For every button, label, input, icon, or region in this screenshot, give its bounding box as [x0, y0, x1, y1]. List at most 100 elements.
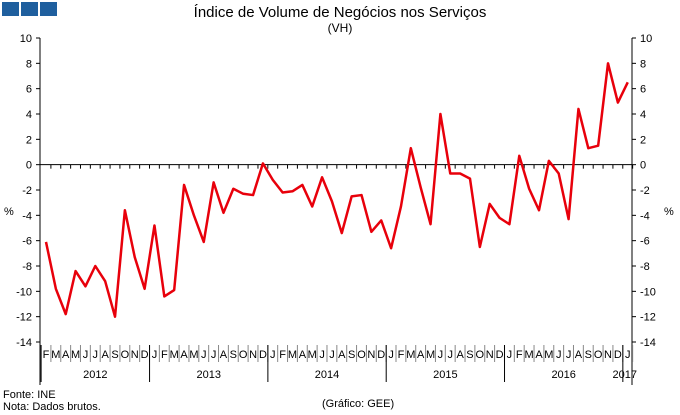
month-label: M [170, 349, 179, 361]
month-label: F [161, 349, 168, 361]
y-tick-label: -12 [16, 312, 32, 324]
y-tick-label: -6 [22, 236, 32, 248]
y-tick-label: -2 [22, 185, 32, 197]
month-label: A [417, 349, 425, 361]
month-label: J [152, 349, 158, 361]
year-label: 2017 [612, 369, 636, 381]
month-label: O [239, 349, 248, 361]
year-label: 2016 [551, 369, 575, 381]
y-tick-label: 2 [26, 134, 32, 146]
y-tick-label: -6 [640, 236, 650, 248]
month-label: M [288, 349, 297, 361]
month-label: F [516, 349, 523, 361]
year-label: 2015 [433, 369, 457, 381]
y-tick-label: -8 [640, 261, 650, 273]
month-label: N [367, 349, 375, 361]
month-label: O [121, 349, 130, 361]
month-label: J [566, 349, 572, 361]
month-label: S [230, 349, 237, 361]
month-label: J [438, 349, 444, 361]
month-label: O [594, 349, 603, 361]
month-label: D [259, 349, 267, 361]
y-tick-label: 6 [26, 84, 32, 96]
month-label: S [111, 349, 118, 361]
month-label: J [625, 349, 631, 361]
y-tick-label: 10 [20, 33, 32, 45]
y-tick-label: -12 [640, 312, 656, 324]
y-axis-label-right: % [664, 206, 674, 218]
month-label: F [279, 349, 286, 361]
month-label: D [141, 349, 149, 361]
month-label: A [62, 349, 70, 361]
series-line [44, 62, 629, 318]
y-tick-label: -4 [22, 210, 32, 222]
month-label: M [426, 349, 435, 361]
month-label: N [249, 349, 257, 361]
y-tick-label: 0 [26, 160, 32, 172]
y-tick-label: 8 [640, 58, 646, 70]
y-tick-label: -14 [16, 337, 32, 349]
month-label: D [377, 349, 385, 361]
month-label: S [348, 349, 355, 361]
month-label: M [525, 349, 534, 361]
source-note: Fonte: INE [3, 389, 56, 401]
y-tick-label: -8 [22, 261, 32, 273]
month-label: M [51, 349, 60, 361]
y-tick-label: 6 [640, 84, 646, 96]
month-label: F [43, 349, 50, 361]
y-axis-label-left: % [4, 206, 14, 218]
month-label: J [83, 349, 89, 361]
month-label: M [406, 349, 415, 361]
y-tick-label: 4 [640, 109, 646, 121]
month-label: J [211, 349, 217, 361]
year-label: 2014 [315, 369, 339, 381]
month-label: A [101, 349, 109, 361]
logo-block [2, 2, 19, 16]
month-label: J [507, 349, 513, 361]
chart-subtitle: (VH) [327, 21, 353, 35]
y-tick-label: 4 [26, 109, 32, 121]
month-label: J [270, 349, 276, 361]
y-tick-label: -14 [640, 337, 656, 349]
chart-title: Índice de Volume de Negócios nos Serviço… [193, 4, 487, 21]
month-label: J [556, 349, 562, 361]
y-tick-label: -10 [16, 286, 32, 298]
y-tick-label: 8 [26, 58, 32, 70]
y-tick-label: -2 [640, 185, 650, 197]
y-tick-label: 2 [640, 134, 646, 146]
month-label: J [329, 349, 335, 361]
y-tick-label: 0 [640, 160, 646, 172]
month-label: J [388, 349, 394, 361]
month-label: O [357, 349, 366, 361]
month-label: A [456, 349, 464, 361]
month-label: J [201, 349, 207, 361]
month-label: A [180, 349, 188, 361]
data-note: Nota: Dados brutos. [3, 401, 101, 413]
month-label: J [448, 349, 454, 361]
month-label: M [189, 349, 198, 361]
year-label: 2012 [83, 369, 107, 381]
month-label: N [131, 349, 139, 361]
year-label: 2013 [196, 369, 220, 381]
month-label: D [496, 349, 504, 361]
month-label: F [398, 349, 405, 361]
month-label: A [575, 349, 583, 361]
month-label: S [466, 349, 473, 361]
month-label: M [544, 349, 553, 361]
month-label: M [71, 349, 80, 361]
month-label: O [476, 349, 485, 361]
month-label: A [338, 349, 346, 361]
month-label: D [614, 349, 622, 361]
y-tick-label: 10 [640, 33, 652, 45]
month-label: N [486, 349, 494, 361]
logo-block [21, 2, 38, 16]
month-label: J [319, 349, 325, 361]
credit-note: (Gráfico: GEE) [322, 398, 395, 410]
month-label: N [604, 349, 612, 361]
logo-block [40, 2, 57, 16]
y-tick-label: -10 [640, 286, 656, 298]
month-label: S [585, 349, 592, 361]
month-label: A [220, 349, 228, 361]
month-label: M [308, 349, 317, 361]
